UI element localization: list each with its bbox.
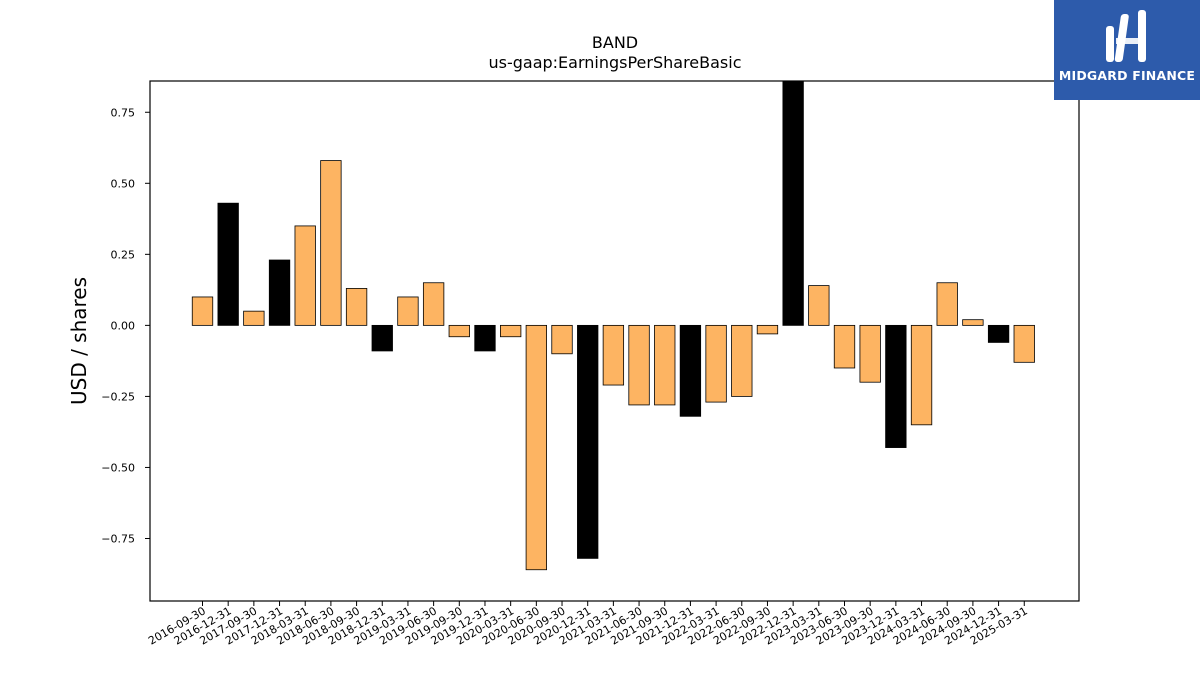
brand-logo: MIDGARD FINANCE <box>1054 0 1200 100</box>
bar-2021-06-30 <box>628 324 650 406</box>
bar-2018-09-30 <box>345 288 368 326</box>
y-tick-label: −0.75 <box>101 532 135 545</box>
bars-layer <box>191 80 1035 571</box>
bar-2024-09-30 <box>962 319 984 326</box>
bar-2019-06-30 <box>422 282 445 326</box>
bar-2025-03-31 <box>1013 324 1035 363</box>
logo-mark-icon <box>1106 10 1146 62</box>
y-tick-label: 0.75 <box>111 106 136 119</box>
y-tick-label: 0.25 <box>111 248 136 261</box>
bar-2019-12-31 <box>474 324 496 352</box>
y-tick-label: 0.50 <box>111 177 136 190</box>
bar-2020-03-31 <box>500 324 522 338</box>
bar-2024-03-31 <box>910 324 933 426</box>
bar-2018-03-31 <box>294 225 316 326</box>
bar-2018-06-30 <box>320 160 342 326</box>
bar-2021-03-31 <box>602 324 625 386</box>
bar-2017-12-31 <box>268 259 291 326</box>
brand-name: MIDGARD FINANCE <box>1058 68 1196 83</box>
plot-frame <box>149 80 1080 602</box>
bar-2019-03-31 <box>397 296 419 326</box>
bar-2018-12-31 <box>371 324 393 352</box>
bar-2020-06-30 <box>525 324 547 571</box>
x-ticks-layer: 2016-09-302016-12-312017-09-302017-12-31… <box>146 601 1030 648</box>
bar-2023-09-30 <box>859 324 881 383</box>
bar-2023-12-31 <box>885 324 907 448</box>
chart-title: BAND <box>592 33 638 52</box>
chart-subtitle: us-gaap:EarningsPerShareBasic <box>488 53 741 72</box>
bar-2024-06-30 <box>936 282 958 326</box>
bar-2024-12-31 <box>987 324 1010 343</box>
bar-2020-12-31 <box>577 324 599 559</box>
y-tick-label: 0.00 <box>111 319 136 332</box>
bar-2022-09-30 <box>756 324 779 335</box>
bar-2016-12-31 <box>217 202 239 326</box>
y-tick-label: −0.25 <box>101 390 135 403</box>
bar-2019-09-30 <box>448 324 470 338</box>
bar-2020-09-30 <box>551 324 573 355</box>
bar-2016-09-30 <box>191 296 214 326</box>
y-axis-label: USD / shares <box>67 277 91 405</box>
bar-2023-03-31 <box>808 285 830 326</box>
bar-2017-09-30 <box>243 310 265 326</box>
bar-2022-06-30 <box>731 324 753 397</box>
bar-2021-12-31 <box>679 324 702 417</box>
bar-2021-09-30 <box>654 324 676 406</box>
bar-2022-12-31 <box>782 80 804 326</box>
bar-2023-06-30 <box>833 324 856 369</box>
y-tick-label: −0.50 <box>101 461 135 474</box>
y-ticks-layer: −0.75 −0.50 −0.25 0.00 0.25 0.50 0.75 <box>101 106 150 545</box>
bar-2022-03-31 <box>705 324 727 403</box>
